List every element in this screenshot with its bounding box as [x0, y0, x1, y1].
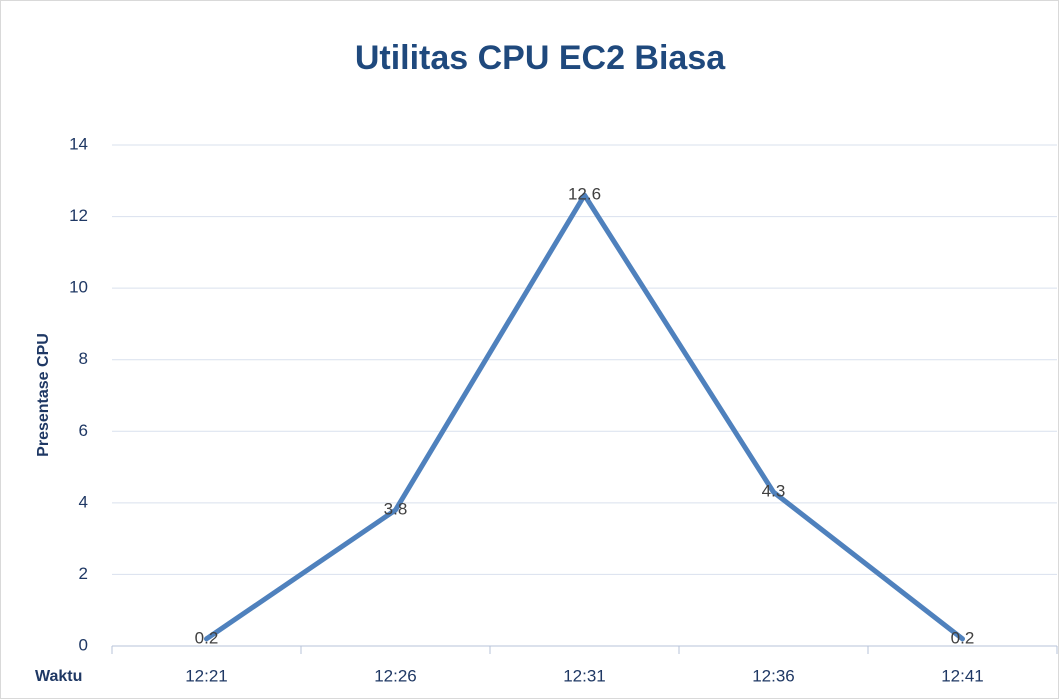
x-tick-label: 12:31	[563, 666, 606, 685]
data-label: 12.6	[568, 185, 601, 204]
y-tick-label: 4	[79, 492, 88, 511]
x-axis-label: Waktu	[35, 668, 82, 685]
y-tick-label: 6	[79, 421, 88, 440]
y-tick-label: 2	[79, 564, 88, 583]
y-axis-label: Presentase CPU	[35, 333, 52, 457]
data-label: 0.2	[951, 628, 975, 647]
y-tick-label: 10	[69, 278, 88, 297]
x-tick-label: 12:26	[374, 666, 417, 685]
data-label: 4.3	[762, 482, 786, 501]
y-tick-label: 14	[69, 134, 88, 153]
y-tick-label: 12	[69, 206, 88, 225]
x-tick-label: 12:36	[752, 666, 795, 685]
y-tick-label: 8	[79, 349, 88, 368]
data-label: 0.2	[195, 628, 219, 647]
data-label: 3.8	[384, 499, 408, 518]
series-line	[204, 192, 965, 642]
chart-title: Utilitas CPU EC2 Biasa	[355, 39, 726, 77]
y-tick-label: 0	[79, 635, 88, 654]
x-tick-label: 12:41	[941, 666, 984, 685]
x-tick-label: 12:21	[185, 666, 228, 685]
